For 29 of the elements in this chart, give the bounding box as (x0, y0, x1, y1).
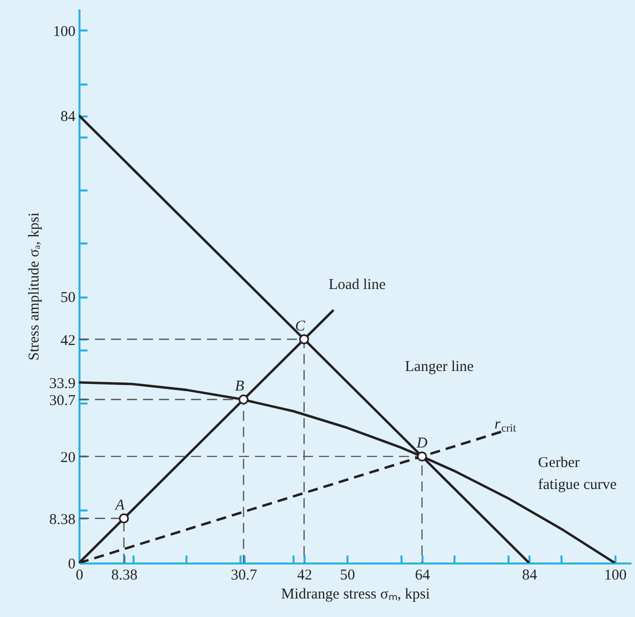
annotation: C (295, 318, 306, 334)
annotation: A (114, 497, 126, 514)
y-axis-title: Stress amplitude σₐ, kpsi (26, 212, 42, 361)
x-tick-label: 42 (297, 568, 312, 584)
x-tick-label: 8.38 (111, 568, 138, 584)
y-tick-label: 33.9 (49, 376, 76, 392)
y-tick-label: 50 (60, 290, 76, 306)
annotation: D (416, 435, 428, 452)
y-tick-label: 8.38 (49, 512, 76, 528)
annotation: Load line (328, 276, 386, 293)
x-tick-label: 64 (414, 568, 430, 584)
y-tick-label: 100 (53, 24, 76, 40)
y-tick-label: 84 (60, 109, 76, 126)
point (238, 394, 249, 404)
point (118, 513, 129, 524)
annotation: Gerber fatigue curve (538, 455, 618, 493)
y-tick-label: 20 (60, 450, 76, 466)
x-axis-title: Midrange stress σₘ, kpsi (281, 586, 430, 602)
y-tick-label: 30.7 (49, 392, 76, 409)
x-tick-label: 84 (522, 568, 538, 584)
annotation: B (234, 378, 244, 394)
x-tick-label: 100 (604, 568, 627, 584)
annotation: Langer line (405, 359, 474, 375)
x-tick-label: 50 (340, 568, 355, 584)
point (299, 334, 310, 344)
point (417, 451, 427, 462)
y-tick-label: 0 (68, 556, 76, 572)
x-tick-label: 30.7 (230, 568, 258, 584)
y-tick-label: 42 (60, 332, 76, 349)
